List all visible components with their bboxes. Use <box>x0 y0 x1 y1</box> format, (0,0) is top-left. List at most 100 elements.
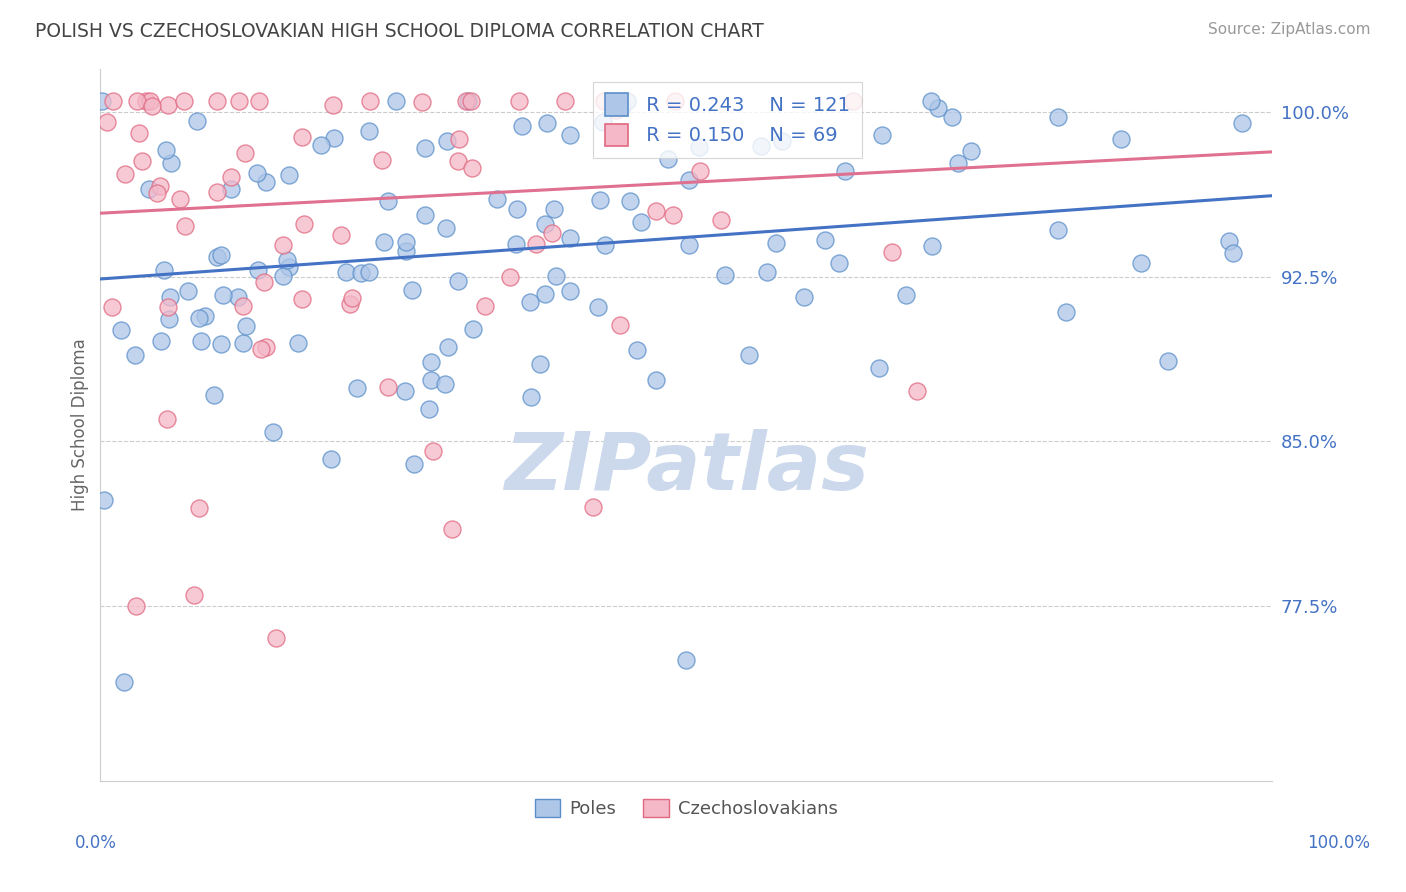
Point <box>586 300 609 314</box>
Point <box>546 268 568 283</box>
Point <box>174 219 197 233</box>
Point <box>688 140 710 154</box>
Point <box>404 457 426 471</box>
Point <box>560 231 582 245</box>
Point <box>880 245 903 260</box>
Point <box>499 270 522 285</box>
Point <box>291 293 314 307</box>
Point <box>357 124 380 138</box>
Point <box>370 153 392 168</box>
Point <box>415 141 437 155</box>
Point <box>588 194 610 208</box>
Point <box>93 492 115 507</box>
Text: POLISH VS CZECHOSLOVAKIAN HIGH SCHOOL DIPLOMA CORRELATION CHART: POLISH VS CZECHOSLOVAKIAN HIGH SCHOOL DI… <box>35 22 763 41</box>
Legend: Poles, Czechoslovakians: Poles, Czechoslovakians <box>529 791 845 825</box>
Point <box>609 318 631 333</box>
Point <box>91 95 114 109</box>
Point <box>519 295 541 310</box>
Point <box>664 95 686 109</box>
Point <box>554 95 576 109</box>
Point <box>534 287 557 301</box>
Point <box>645 373 668 387</box>
Point <box>593 95 616 109</box>
Point <box>619 194 641 208</box>
Point <box>246 263 269 277</box>
Point <box>394 384 416 398</box>
Point <box>250 342 273 356</box>
Point <box>457 95 479 109</box>
Point <box>1047 223 1070 237</box>
Point <box>605 103 627 117</box>
Text: 0.0%: 0.0% <box>75 834 117 852</box>
Point <box>246 166 269 180</box>
Point <box>460 95 482 109</box>
Point <box>209 336 232 351</box>
Point <box>212 288 235 302</box>
Point <box>1054 305 1077 319</box>
Point <box>262 425 284 439</box>
Point <box>437 340 460 354</box>
Point <box>271 269 294 284</box>
Point <box>411 95 433 109</box>
Point <box>505 236 527 251</box>
Point <box>173 95 195 109</box>
Point <box>630 215 652 229</box>
Point <box>593 238 616 252</box>
Point <box>543 202 565 216</box>
Point <box>309 138 332 153</box>
Point <box>927 101 949 115</box>
Point <box>160 156 183 170</box>
Point <box>1230 116 1253 130</box>
Point <box>150 334 173 349</box>
Point <box>202 388 225 402</box>
Point <box>737 348 759 362</box>
Point <box>149 179 172 194</box>
Point <box>447 274 470 288</box>
Point <box>264 632 287 646</box>
Point <box>110 323 132 337</box>
Point <box>1129 255 1152 269</box>
Point <box>157 312 180 326</box>
Point <box>678 172 700 186</box>
Point <box>520 390 543 404</box>
Point <box>153 263 176 277</box>
Point <box>233 145 256 160</box>
Point <box>842 95 865 109</box>
Point <box>870 128 893 142</box>
Point <box>510 119 533 133</box>
Point <box>253 275 276 289</box>
Point <box>228 95 250 109</box>
Point <box>139 95 162 109</box>
Point <box>436 134 458 148</box>
Point <box>657 152 679 166</box>
Point <box>207 251 229 265</box>
Point <box>395 235 418 250</box>
Point <box>508 95 530 109</box>
Point <box>434 377 457 392</box>
Point <box>689 164 711 178</box>
Point <box>254 340 277 354</box>
Point <box>419 374 441 388</box>
Point <box>440 522 463 536</box>
Point <box>124 599 146 613</box>
Point <box>765 235 787 250</box>
Point <box>322 98 344 112</box>
Point <box>194 309 217 323</box>
Point <box>292 217 315 231</box>
Point <box>460 161 482 175</box>
Point <box>377 380 399 394</box>
Point <box>661 208 683 222</box>
Point <box>159 290 181 304</box>
Point <box>277 260 299 275</box>
Point <box>474 299 496 313</box>
Point <box>541 226 564 240</box>
Point <box>131 154 153 169</box>
Point <box>1222 246 1244 260</box>
Point <box>920 95 942 109</box>
Point <box>626 343 648 358</box>
Point <box>291 130 314 145</box>
Point <box>896 288 918 302</box>
Point <box>418 402 440 417</box>
Point <box>359 264 381 278</box>
Point <box>401 283 423 297</box>
